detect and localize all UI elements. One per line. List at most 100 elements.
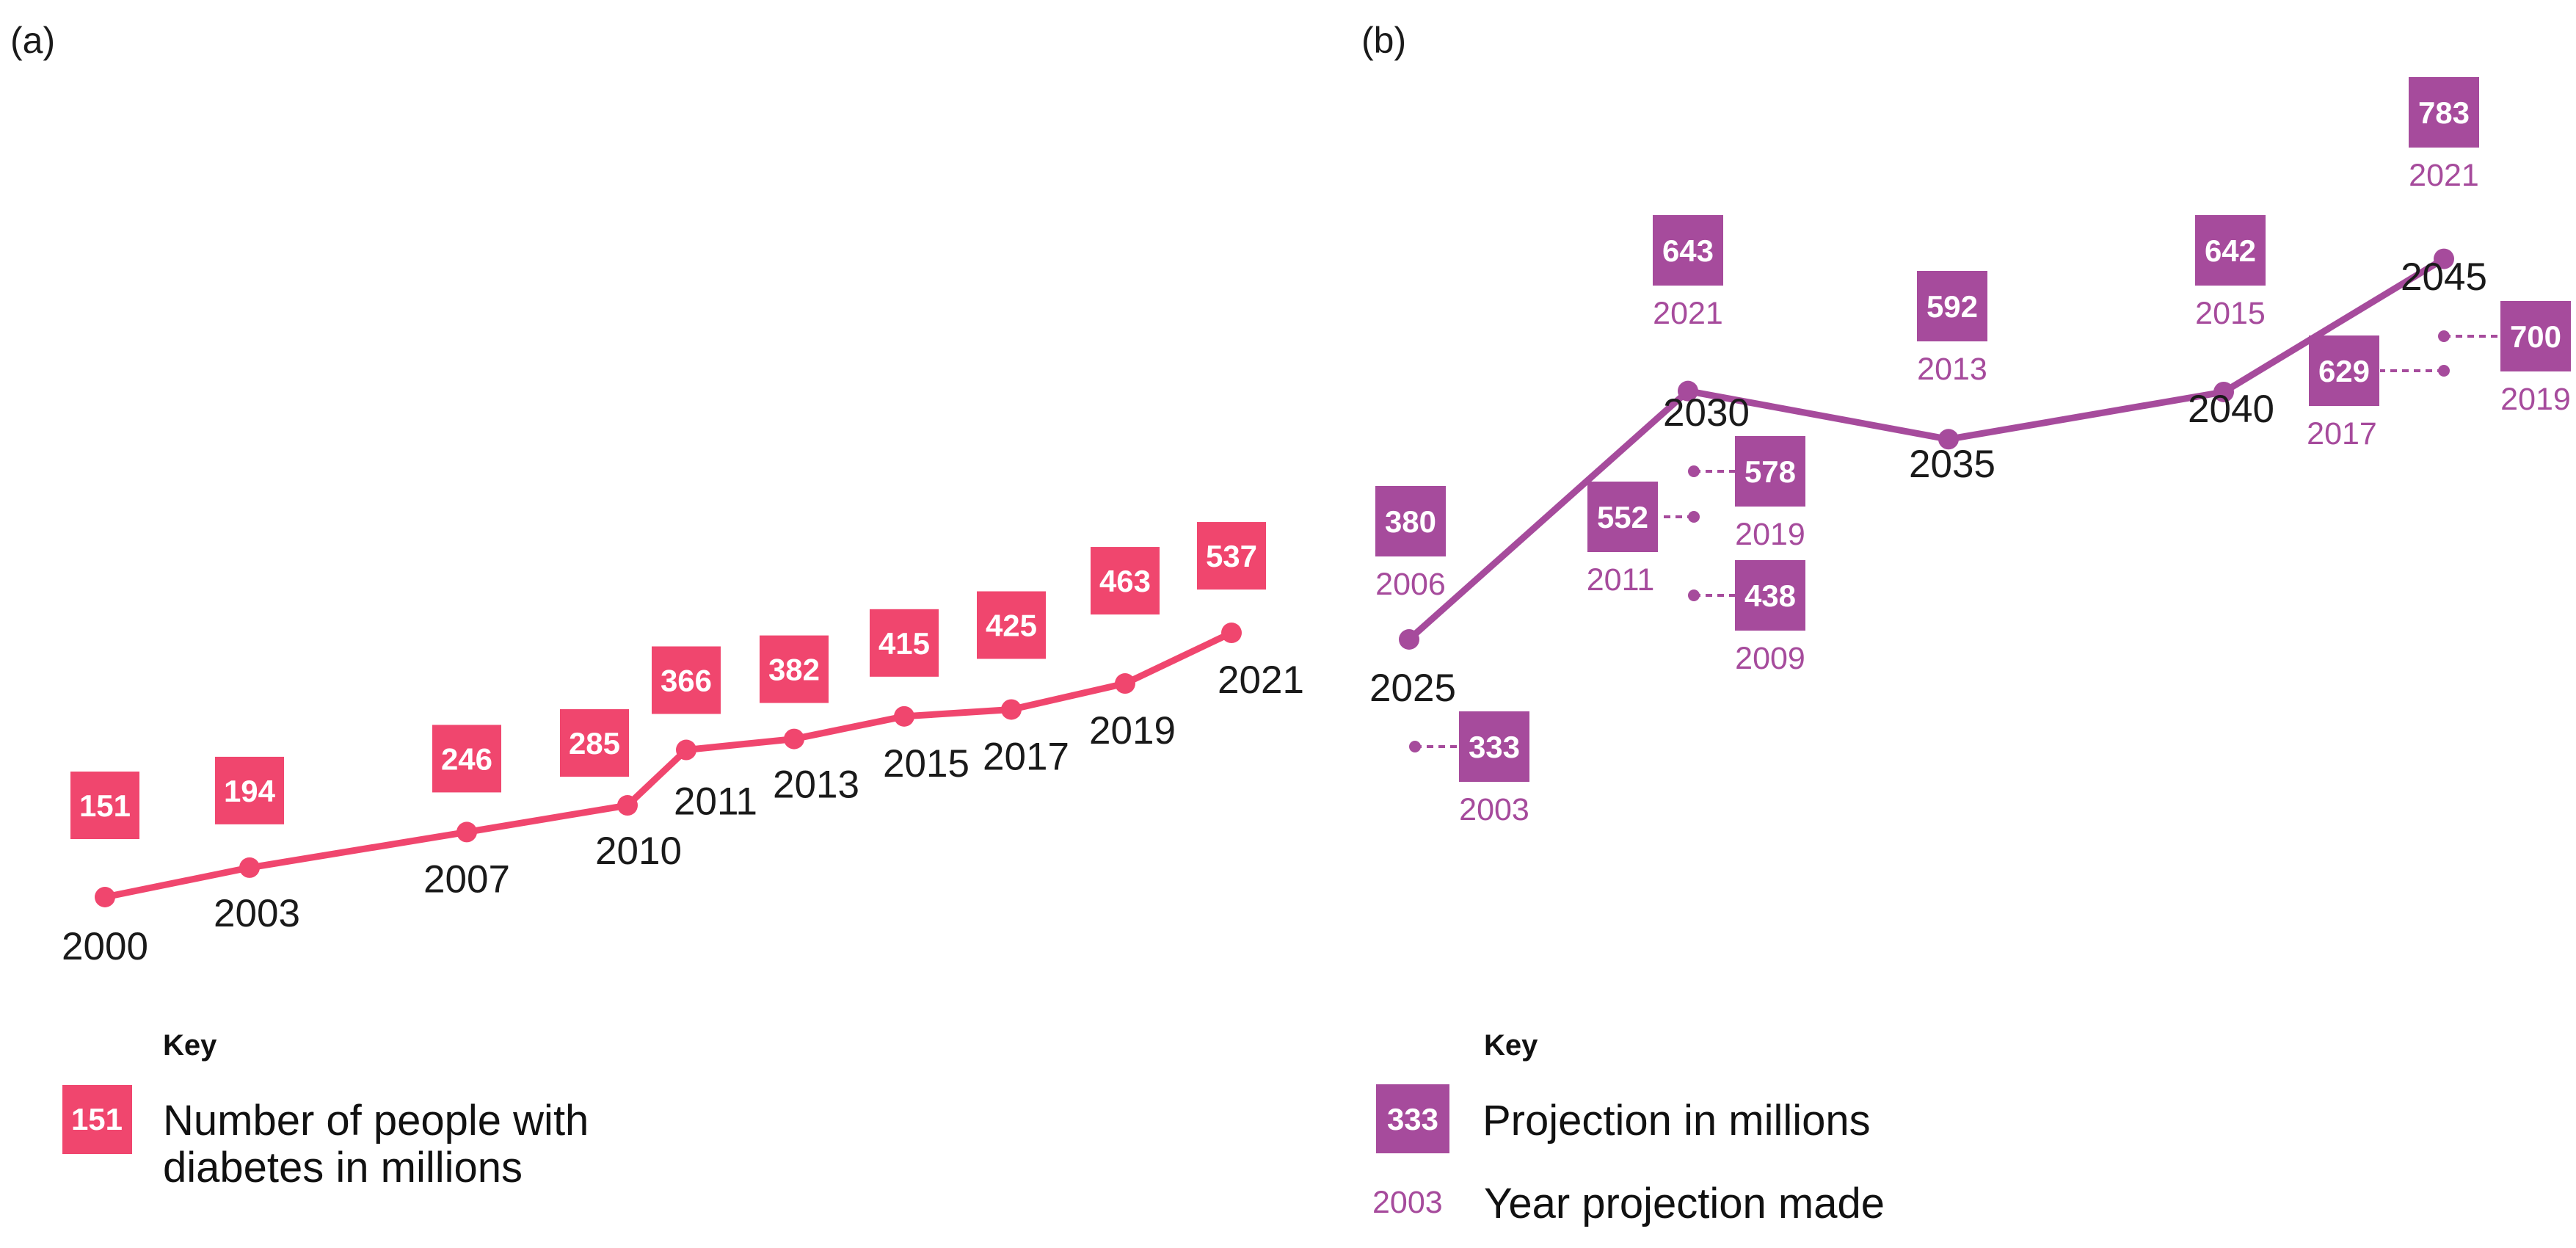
projection-year-made: 2015 — [2195, 296, 2266, 331]
projection-label: 592 2013 — [1917, 271, 1987, 387]
projection-label: 629 2017 — [2307, 335, 2379, 451]
value-label: 285 — [560, 709, 629, 777]
projection-value: 592 — [1926, 289, 1978, 324]
projection-leader — [2438, 330, 2500, 342]
leader-dot — [1688, 589, 1700, 601]
value-box — [652, 646, 721, 714]
key-b-swatch — [1376, 1084, 1449, 1153]
projection-box — [1735, 560, 1805, 631]
projection-box — [1917, 271, 1987, 341]
projection-label: 642 2015 — [2195, 215, 2266, 331]
x-tick-label: 2015 — [883, 742, 969, 786]
projection-label: 438 2009 — [1735, 560, 1805, 676]
x-tick-label: 2021 — [1218, 659, 1304, 702]
data-point — [1115, 673, 1135, 694]
value-box — [870, 609, 939, 677]
value-text: 194 — [224, 774, 276, 808]
projection-value: 629 — [2318, 354, 2370, 388]
value-text: 463 — [1099, 564, 1151, 598]
projection-year-made: 2021 — [2409, 158, 2479, 193]
data-point — [456, 821, 477, 843]
leader-dot — [1409, 741, 1421, 752]
projection-leader — [1409, 741, 1459, 752]
data-point — [1938, 429, 1959, 450]
x-tick-label: 2010 — [595, 830, 682, 873]
value-box — [215, 756, 284, 824]
series-line-a — [104, 629, 1233, 901]
panel-b-label: (b) — [1361, 20, 1406, 61]
projection-value: 552 — [1597, 500, 1648, 534]
value-box — [70, 772, 139, 839]
projection-leader — [2380, 365, 2450, 377]
data-point — [95, 887, 115, 907]
value-text: 537 — [1206, 539, 1257, 573]
projection-box — [1653, 215, 1723, 286]
leader-dot — [1688, 465, 1700, 477]
projection-label: 700 2019 — [2500, 301, 2571, 417]
value-text: 425 — [986, 608, 1037, 642]
projection-year-made: 2013 — [1917, 352, 1987, 387]
x-tick-label: 2003 — [214, 892, 300, 935]
projection-year-made: 2019 — [1735, 517, 1805, 552]
projection-box — [1375, 486, 1446, 556]
key-b-sample-year: 2003 — [1372, 1185, 1443, 1220]
value-label: 463 — [1091, 547, 1160, 615]
projection-value: 438 — [1744, 578, 1796, 613]
value-box — [560, 709, 629, 777]
data-point — [239, 857, 260, 878]
projection-year-made: 2003 — [1459, 792, 1529, 827]
x-tick-label: 2045 — [2401, 255, 2487, 299]
projection-leader — [1688, 589, 1736, 601]
value-label: 366 — [652, 646, 721, 714]
x-tick-label: 2040 — [2188, 388, 2274, 431]
key-b-line2: Year projection made — [1484, 1180, 1885, 1227]
value-box — [1091, 547, 1160, 615]
projection-year-made: 2017 — [2307, 416, 2377, 451]
value-text: 285 — [569, 726, 620, 761]
value-text: 382 — [768, 653, 820, 687]
projection-label: 643 2021 — [1653, 215, 1723, 331]
value-box — [432, 725, 501, 793]
data-point — [1221, 623, 1242, 644]
panel-b-key: Key 333 Projection in millions 2003 Year… — [1372, 1029, 1885, 1227]
value-label: 537 — [1197, 522, 1266, 590]
key-a-line1: Number of people with — [163, 1097, 589, 1144]
data-point — [1678, 380, 1698, 402]
data-point — [2213, 381, 2234, 402]
projection-value: 333 — [1469, 730, 1520, 764]
value-label: 425 — [977, 591, 1046, 659]
key-b-sample-value: 333 — [1387, 1102, 1438, 1136]
value-text: 151 — [79, 788, 131, 823]
projection-value: 700 — [2510, 319, 2561, 354]
projection-label: 380 2006 — [1375, 486, 1446, 602]
value-text: 366 — [661, 664, 712, 698]
projection-year-made: 2021 — [1653, 296, 1723, 331]
projection-leader — [1688, 465, 1736, 477]
projection-year-made: 2019 — [2500, 382, 2571, 417]
x-tick-label: 2017 — [983, 735, 1069, 778]
projection-year-made: 2011 — [1587, 562, 1654, 598]
projection-value: 642 — [2205, 233, 2256, 268]
projection-box — [1735, 436, 1805, 507]
panel-b: (b) 2025 2030 2035 2040 2045 380 2006 333 2003 6… — [1361, 20, 2571, 1227]
leader-dot — [2438, 330, 2450, 342]
data-point — [1399, 629, 1419, 650]
data-point — [617, 795, 638, 816]
projection-label: 552 2011 — [1587, 482, 1658, 598]
projection-box — [2195, 215, 2266, 286]
key-a-sample-value: 151 — [71, 1102, 123, 1136]
x-tick-label: 2035 — [1909, 443, 1995, 486]
data-point — [676, 739, 696, 761]
key-a-heading: Key — [163, 1029, 217, 1062]
key-b-heading: Key — [1484, 1029, 1538, 1062]
projection-value: 643 — [1662, 233, 1714, 268]
data-point — [784, 728, 804, 750]
x-tick-label: 2011 — [674, 780, 757, 824]
projection-value: 783 — [2418, 95, 2470, 130]
panel-a-label: (a) — [10, 20, 55, 61]
value-label: 415 — [870, 609, 939, 677]
projection-box — [1459, 711, 1529, 782]
data-point — [2434, 248, 2454, 269]
data-point — [1001, 699, 1022, 720]
value-text: 415 — [878, 626, 930, 661]
